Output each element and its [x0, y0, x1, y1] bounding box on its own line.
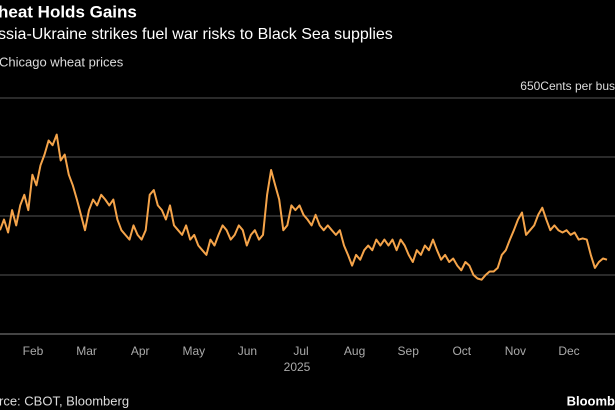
brand: Bloomb: [567, 393, 615, 408]
x-tick-label: Apr: [131, 344, 150, 358]
price-line: [0, 133, 608, 281]
x-tick-label: Oct: [452, 344, 471, 358]
chart-subtitle: ssia-Ukraine strikes fuel war risks to B…: [0, 26, 393, 43]
x-tick-label: Mar: [76, 344, 97, 358]
x-tick-label: Jul: [293, 344, 308, 358]
x-tick-label: Sep: [398, 344, 420, 358]
year-label: 2025: [284, 360, 311, 374]
y-tick-label: 650Cents per bus: [520, 79, 615, 93]
source: rce: CBOT, Bloomberg: [0, 393, 129, 408]
x-tick-label: Feb: [23, 344, 44, 358]
series-label: Chicago wheat prices: [0, 54, 124, 69]
x-tick-label: Dec: [558, 344, 579, 358]
x-tick-label: May: [182, 344, 205, 358]
x-tick-label: Jun: [238, 344, 257, 358]
chart-title: heat Holds Gains: [0, 2, 137, 21]
x-tick-label: Aug: [344, 344, 365, 358]
x-tick-label: Nov: [505, 344, 526, 358]
